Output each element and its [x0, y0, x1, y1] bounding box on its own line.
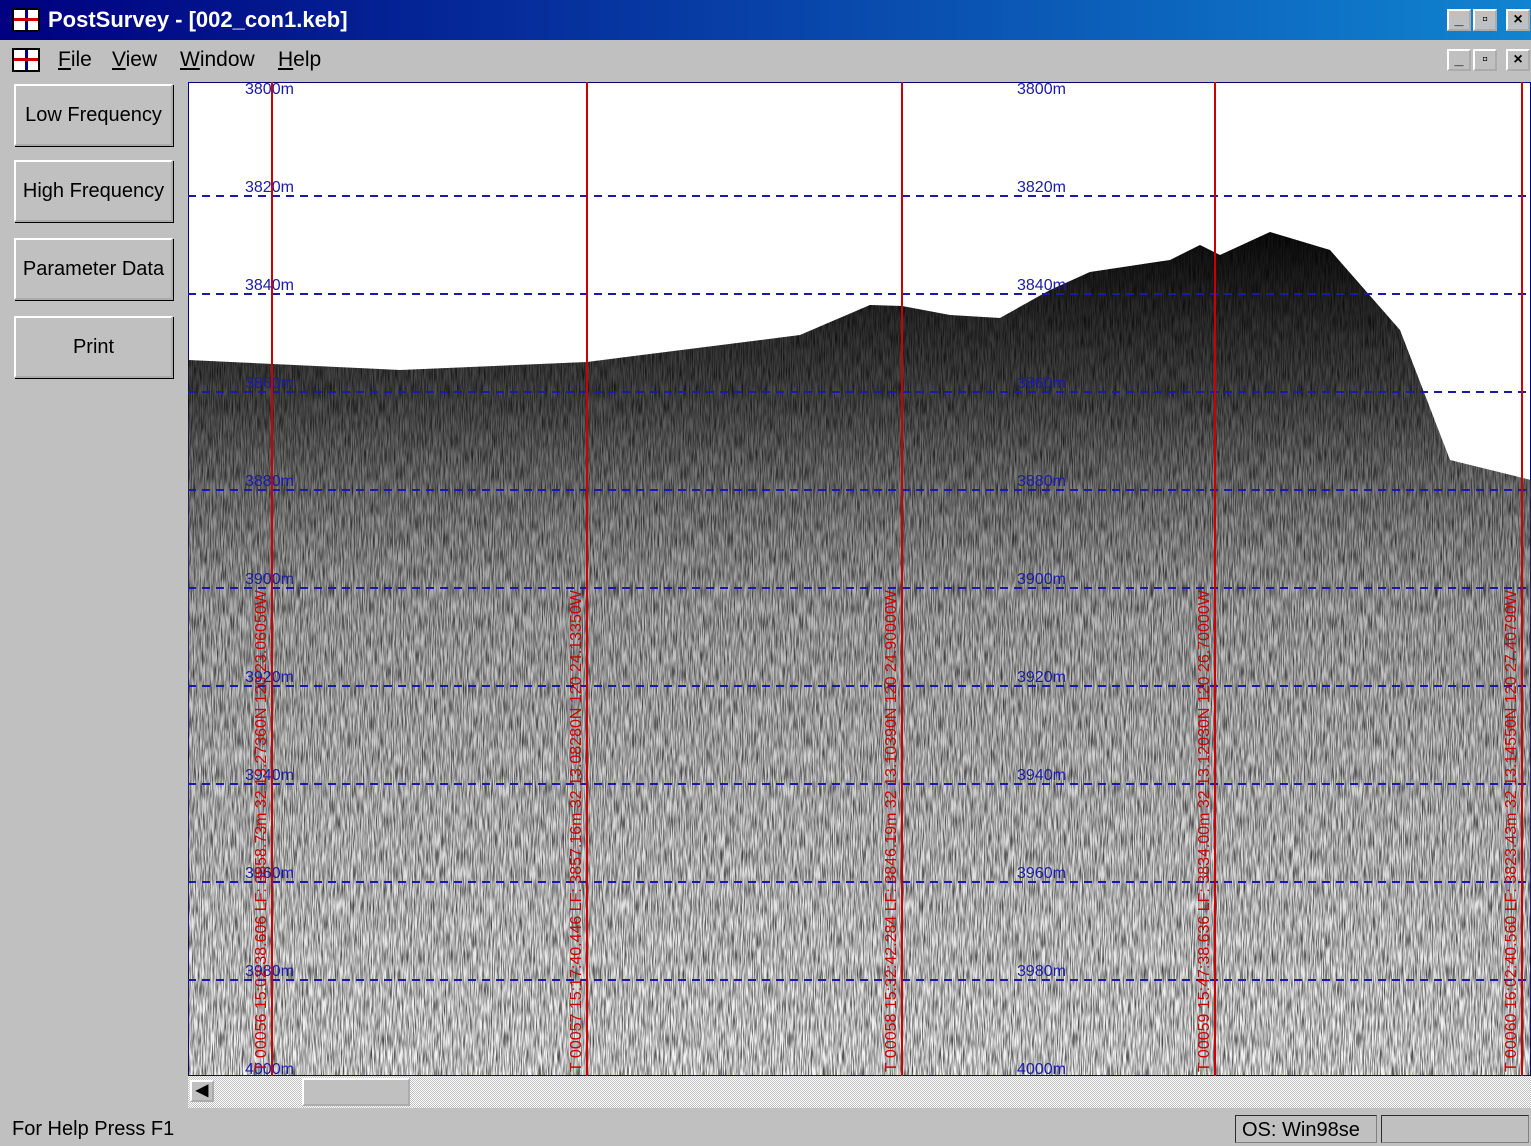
depth-label: 3880m: [245, 473, 294, 490]
high-frequency-button[interactable]: High Frequency: [14, 160, 173, 222]
depth-label: 3800m: [1017, 82, 1066, 98]
menu-bar: File View Window Help _ ▫ ×: [0, 40, 1531, 80]
depth-label: 3820m: [245, 179, 294, 196]
depth-label: 3800m: [245, 82, 294, 98]
marker-label: T 00057 15:17:40.446 LF: 3857.16m 32 13.…: [568, 589, 585, 1072]
doc-restore[interactable]: ▫: [1473, 49, 1497, 71]
marker-label: T 00056 15:02:38.606 LF: 3858.73m 32 13.…: [253, 589, 270, 1072]
scroll-thumb[interactable]: [302, 1078, 410, 1106]
app-icon: [12, 8, 40, 32]
scroll-left[interactable]: ◀: [190, 1080, 214, 1102]
os-pane: OS: Win98se: [1235, 1115, 1377, 1143]
empty-pane: [1381, 1115, 1529, 1143]
depth-label: 3820m: [1017, 179, 1066, 196]
print-button[interactable]: Print: [14, 316, 173, 378]
menu-item[interactable]: Help: [278, 40, 321, 80]
low-frequency-button[interactable]: Low Frequency: [14, 84, 173, 146]
title-bar: PostSurvey - [002_con1.keb] _ ▫ ×: [0, 0, 1531, 40]
minimize-button[interactable]: _: [1447, 9, 1471, 31]
menu-item[interactable]: View: [112, 40, 157, 80]
depth-label: 3840m: [1017, 277, 1066, 294]
depth-label: 3840m: [245, 277, 294, 294]
depth-label: 4000m: [1017, 1061, 1066, 1076]
depth-label: 3900m: [245, 571, 294, 588]
depth-label: 3980m: [1017, 963, 1066, 980]
menu-item[interactable]: File: [58, 40, 92, 80]
doc-minimize[interactable]: _: [1447, 49, 1471, 71]
doc-icon: [12, 48, 40, 72]
depth-label: 3860m: [245, 375, 294, 392]
doc-close[interactable]: ×: [1506, 49, 1530, 71]
depth-label: 3940m: [1017, 767, 1066, 784]
depth-label: 3960m: [1017, 865, 1066, 882]
window-title: PostSurvey - [002_con1.keb]: [48, 0, 348, 40]
status-bar: For Help Press F1 OS: Win98se: [0, 1112, 1531, 1146]
menu-item[interactable]: Window: [180, 40, 255, 80]
depth-label: 3920m: [1017, 669, 1066, 686]
help-text: For Help Press F1: [12, 1112, 174, 1146]
depth-label: 3880m: [1017, 473, 1066, 490]
marker-label: T 00058 15:32:42.284 LF: 3846.19m 32 13.…: [883, 589, 900, 1072]
maximize-button[interactable]: ▫: [1473, 9, 1497, 31]
depth-label: 3900m: [1017, 571, 1066, 588]
horizontal-scrollbar[interactable]: ◀: [188, 1076, 1531, 1108]
close-button[interactable]: ×: [1506, 9, 1530, 31]
depth-label: 3860m: [1017, 375, 1066, 392]
seismic-profile: 3800m 3800m 3820m 3820m 3840m 3840m 3860m 3860m…: [188, 82, 1531, 1076]
app-window: PostSurvey - [002_con1.keb] _ ▫ × File V…: [0, 0, 1531, 1146]
marker-label: T 00059 15:47:38.636 LF: 3834.00m 32 13.…: [1196, 589, 1213, 1072]
parameter-data-button[interactable]: Parameter Data: [14, 238, 173, 300]
marker-label: T 00060 16:02:40.560 LF: 3823.43m 32 13.…: [1503, 589, 1520, 1072]
